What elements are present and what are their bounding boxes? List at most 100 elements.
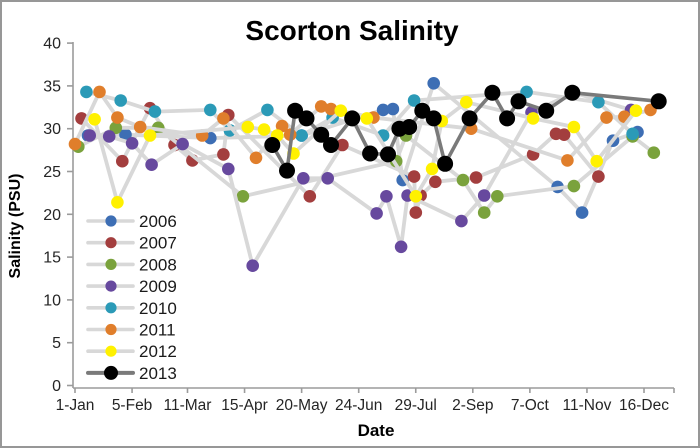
x-tick-label: 29-Jul: [395, 397, 437, 414]
data-point-2013: [264, 137, 281, 153]
data-point-2013: [564, 84, 581, 101]
data-point-2011: [249, 151, 263, 165]
data-point-2010: [148, 105, 162, 118]
data-point-2011: [68, 137, 82, 151]
data-point-2012: [629, 104, 643, 117]
legend-label-2008: 2008: [139, 255, 177, 274]
data-point-2009: [222, 162, 235, 176]
data-point-2012: [409, 190, 423, 203]
data-point-2011: [314, 100, 328, 113]
legend-marker-2007: [105, 237, 117, 249]
data-point-2007: [336, 138, 349, 152]
x-tick-label: 11-Nov: [563, 397, 612, 414]
x-tick-label: 11-Mar: [164, 397, 212, 414]
data-point-2011: [324, 102, 338, 116]
data-point-2008: [109, 121, 123, 135]
data-point-2013: [279, 162, 295, 179]
legend-label-2007: 2007: [139, 234, 177, 253]
y-tick-label: 35: [43, 78, 61, 95]
data-point-2013: [401, 119, 418, 135]
data-point-2013: [414, 102, 431, 119]
legend-label-2006: 2006: [139, 212, 177, 231]
y-tick-label: 0: [52, 378, 61, 395]
data-point-2007: [409, 206, 423, 219]
data-point-2009: [380, 190, 393, 203]
legend-marker-2009: [105, 280, 117, 292]
x-tick-label: 7-Oct: [511, 397, 550, 414]
x-tick-label: 24-Jun: [335, 397, 382, 414]
data-point-2012: [460, 95, 473, 109]
data-point-2009: [125, 137, 139, 150]
legend-marker-2010: [105, 302, 117, 314]
data-point-2007: [217, 148, 230, 161]
data-point-2011: [111, 111, 124, 124]
data-point-2009: [321, 172, 335, 185]
data-point-2009: [394, 240, 408, 254]
y-tick-label: 10: [43, 292, 61, 309]
data-point-2007: [303, 190, 317, 203]
legend-marker-2006: [105, 215, 117, 227]
data-point-2012: [360, 112, 374, 125]
data-point-2013: [510, 93, 527, 110]
x-tick-label: 16-Dec: [619, 397, 669, 414]
data-point-2009: [102, 130, 116, 143]
data-point-2007: [407, 170, 421, 183]
data-point-2007: [116, 154, 129, 168]
data-point-2009: [297, 172, 310, 185]
y-axis-title: Salinity (PSU): [7, 173, 24, 279]
data-point-2010: [80, 85, 93, 99]
data-point-2011: [217, 112, 230, 125]
data-point-2012: [111, 196, 124, 209]
data-point-2009: [145, 158, 158, 171]
data-point-2009: [370, 207, 383, 220]
legend-label-2009: 2009: [139, 277, 177, 296]
data-point-2012: [334, 104, 348, 117]
data-point-2012: [590, 154, 603, 168]
data-point-2010: [204, 103, 217, 117]
data-point-2013: [287, 102, 304, 119]
data-point-2010: [626, 127, 639, 141]
data-point-2010: [407, 94, 421, 107]
y-tick-label: 20: [43, 207, 61, 224]
legend-label-2011: 2011: [139, 321, 176, 340]
y-tick-label: 30: [43, 121, 61, 138]
y-tick-label: 40: [43, 36, 61, 53]
data-point-2008: [567, 179, 581, 193]
data-point-2011: [600, 111, 613, 124]
data-point-2007: [592, 170, 605, 183]
data-point-2013: [499, 110, 516, 127]
data-point-2008: [647, 146, 661, 159]
data-point-2013: [380, 146, 396, 163]
data-point-2013: [298, 110, 315, 127]
legend-label-2013: 2013: [139, 364, 177, 383]
legend-label-2012: 2012: [139, 342, 177, 361]
data-point-2013: [323, 137, 339, 153]
data-point-2012: [241, 120, 255, 134]
x-tick-label: 15-Apr: [221, 397, 268, 414]
data-point-2013: [650, 93, 667, 110]
data-point-2007: [469, 171, 483, 184]
data-point-2013: [313, 126, 330, 143]
legend-marker-2011: [105, 323, 117, 336]
y-tick-label: 25: [43, 164, 61, 181]
data-point-2012: [257, 123, 271, 136]
data-point-2008: [491, 190, 504, 203]
data-point-2006: [575, 206, 589, 219]
data-point-2008: [477, 206, 491, 219]
data-point-2007: [429, 175, 442, 189]
data-point-2009: [477, 189, 491, 202]
data-point-2012: [88, 113, 101, 126]
data-point-2008: [456, 173, 470, 187]
y-tick-label: 5: [52, 335, 61, 352]
y-tick-label: 15: [43, 250, 61, 267]
data-point-2012: [567, 120, 581, 134]
data-point-2013: [484, 84, 501, 101]
data-point-2009: [83, 129, 96, 142]
data-point-2008: [236, 190, 250, 203]
data-point-2011: [93, 85, 106, 99]
legend-marker-2013: [104, 365, 118, 380]
data-point-2013: [437, 155, 454, 172]
data-point-2011: [275, 119, 289, 133]
